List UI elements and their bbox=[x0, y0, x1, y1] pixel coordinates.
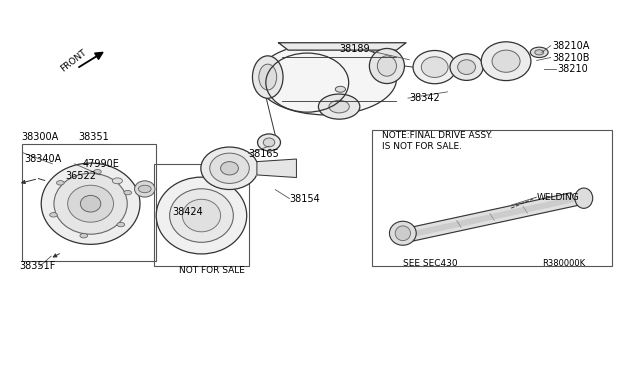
Bar bbox=[372, 130, 612, 266]
Text: IS NOT FOR SALE.: IS NOT FOR SALE. bbox=[383, 142, 463, 151]
Ellipse shape bbox=[54, 173, 127, 234]
Circle shape bbox=[93, 170, 101, 174]
Ellipse shape bbox=[395, 226, 410, 241]
Text: 38189: 38189 bbox=[339, 44, 370, 54]
Ellipse shape bbox=[210, 153, 249, 183]
Text: 38154: 38154 bbox=[289, 193, 320, 203]
Text: SEE SEC430: SEE SEC430 bbox=[403, 259, 458, 268]
Ellipse shape bbox=[182, 199, 221, 232]
Circle shape bbox=[535, 50, 543, 55]
Ellipse shape bbox=[256, 43, 396, 115]
Ellipse shape bbox=[81, 195, 100, 212]
Ellipse shape bbox=[252, 56, 283, 98]
Ellipse shape bbox=[68, 185, 113, 222]
Ellipse shape bbox=[575, 188, 593, 208]
Polygon shape bbox=[257, 159, 296, 177]
Polygon shape bbox=[408, 197, 576, 237]
Ellipse shape bbox=[329, 100, 349, 113]
Bar bbox=[154, 164, 248, 266]
Text: 38300A: 38300A bbox=[22, 132, 59, 142]
Ellipse shape bbox=[134, 181, 155, 197]
Ellipse shape bbox=[390, 221, 416, 245]
Ellipse shape bbox=[458, 60, 476, 74]
Circle shape bbox=[124, 190, 132, 195]
Text: 38210B: 38210B bbox=[552, 52, 590, 62]
Ellipse shape bbox=[170, 189, 234, 242]
Text: 38351: 38351 bbox=[78, 132, 109, 142]
Text: 38210A: 38210A bbox=[552, 41, 590, 51]
Ellipse shape bbox=[263, 138, 275, 147]
Ellipse shape bbox=[369, 48, 404, 84]
Circle shape bbox=[112, 178, 122, 184]
Text: 38210: 38210 bbox=[557, 64, 588, 74]
Circle shape bbox=[50, 213, 58, 217]
Polygon shape bbox=[278, 43, 406, 50]
Circle shape bbox=[531, 47, 548, 58]
Polygon shape bbox=[405, 193, 579, 241]
Ellipse shape bbox=[492, 50, 520, 72]
Ellipse shape bbox=[319, 94, 360, 119]
Ellipse shape bbox=[201, 147, 258, 189]
Text: 38340A: 38340A bbox=[24, 154, 61, 164]
Ellipse shape bbox=[450, 54, 483, 80]
Text: 38424: 38424 bbox=[172, 207, 203, 217]
Ellipse shape bbox=[421, 57, 448, 77]
Circle shape bbox=[80, 234, 88, 238]
Text: 38342: 38342 bbox=[409, 93, 440, 103]
Bar bbox=[22, 144, 156, 261]
Text: NOTE:FINAL DRIVE ASSY.: NOTE:FINAL DRIVE ASSY. bbox=[383, 131, 493, 140]
Text: 47990E: 47990E bbox=[83, 159, 120, 169]
Text: WELDING: WELDING bbox=[537, 193, 579, 202]
Text: NOT FOR SALE: NOT FOR SALE bbox=[179, 266, 244, 275]
Text: 38165: 38165 bbox=[248, 148, 280, 158]
Ellipse shape bbox=[156, 177, 246, 254]
Text: 38351F: 38351F bbox=[19, 262, 56, 272]
Ellipse shape bbox=[378, 56, 396, 76]
Ellipse shape bbox=[221, 161, 239, 175]
Ellipse shape bbox=[259, 64, 276, 90]
Ellipse shape bbox=[257, 134, 280, 151]
Text: FRONT: FRONT bbox=[59, 48, 88, 73]
Circle shape bbox=[117, 222, 125, 227]
Text: R380000K: R380000K bbox=[541, 259, 585, 268]
Circle shape bbox=[138, 185, 151, 193]
Circle shape bbox=[56, 181, 64, 185]
Text: 36522: 36522 bbox=[65, 171, 96, 181]
Ellipse shape bbox=[481, 42, 531, 81]
Circle shape bbox=[335, 86, 346, 92]
Ellipse shape bbox=[413, 51, 456, 84]
Ellipse shape bbox=[41, 163, 140, 244]
